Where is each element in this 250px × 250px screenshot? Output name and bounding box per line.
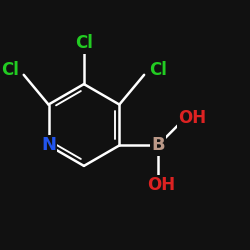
Text: Cl: Cl bbox=[1, 61, 19, 79]
Text: OH: OH bbox=[178, 109, 206, 127]
Text: B: B bbox=[151, 136, 164, 154]
Text: N: N bbox=[41, 136, 56, 154]
Text: Cl: Cl bbox=[75, 34, 93, 52]
Text: OH: OH bbox=[148, 176, 176, 194]
Text: Cl: Cl bbox=[149, 61, 167, 79]
